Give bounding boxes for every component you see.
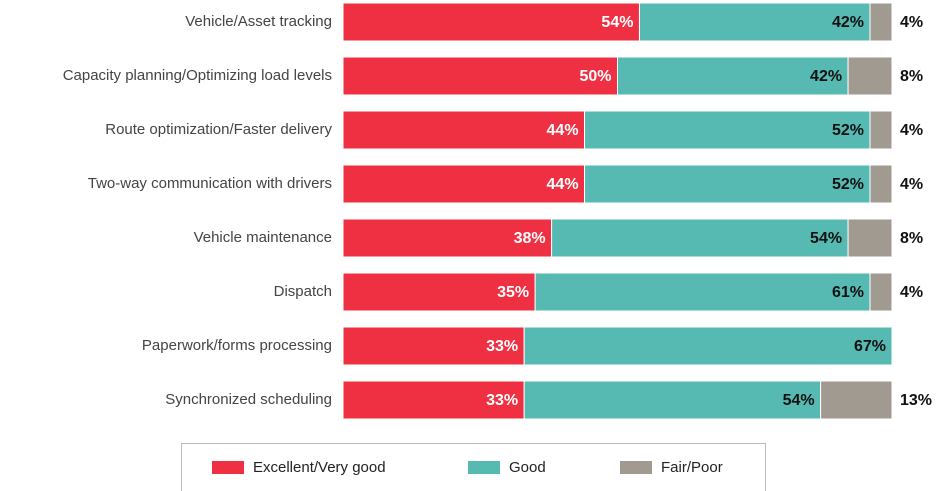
- bar-segment: [523, 380, 822, 420]
- category-label: Vehicle/Asset tracking: [185, 13, 332, 30]
- bar-segment: [869, 110, 893, 150]
- category-label: Route optimization/Faster delivery: [105, 121, 332, 138]
- category-label: Synchronized scheduling: [165, 391, 332, 408]
- bar-segment: [584, 164, 871, 204]
- bar-segment: [342, 110, 586, 150]
- value-label: 8%: [900, 230, 923, 247]
- category-label: Paperwork/forms processing: [142, 337, 332, 354]
- bar-segment: [869, 164, 893, 204]
- legend-label: Excellent/Very good: [253, 459, 386, 476]
- value-label: 13%: [900, 392, 932, 409]
- legend-box: [181, 443, 766, 491]
- value-label: 4%: [900, 122, 923, 139]
- legend-swatch: [468, 461, 500, 474]
- value-label: 4%: [900, 284, 923, 301]
- category-label: Two-way communication with drivers: [88, 175, 332, 192]
- value-label: 54%: [601, 14, 633, 31]
- legend-label: Good: [509, 459, 546, 476]
- bar-segment: [534, 272, 871, 312]
- legend-swatch: [212, 461, 244, 474]
- bar-segment: [869, 272, 893, 312]
- bar-segment: [617, 56, 849, 96]
- value-label: 54%: [783, 392, 815, 409]
- value-label: 33%: [486, 392, 518, 409]
- value-label: 44%: [547, 122, 579, 139]
- bar-segment: [869, 2, 893, 42]
- legend-swatch: [620, 461, 652, 474]
- value-label: 8%: [900, 68, 923, 85]
- value-label: 42%: [832, 14, 864, 31]
- value-label: 50%: [579, 68, 611, 85]
- bar-segment: [847, 218, 893, 258]
- bar-segment: [820, 380, 893, 420]
- value-label: 67%: [854, 338, 886, 355]
- bar-segment: [342, 2, 640, 42]
- bar-segment: [551, 218, 849, 258]
- bar-segment: [584, 110, 871, 150]
- value-label: 54%: [810, 230, 842, 247]
- value-label: 4%: [900, 14, 923, 31]
- value-label: 52%: [832, 176, 864, 193]
- bar-segment: [342, 272, 536, 312]
- legend-label: Fair/Poor: [661, 459, 723, 476]
- category-label: Vehicle maintenance: [194, 229, 332, 246]
- value-label: 33%: [486, 338, 518, 355]
- value-label: 52%: [832, 122, 864, 139]
- value-label: 61%: [832, 284, 864, 301]
- value-label: 38%: [514, 230, 546, 247]
- category-label: Capacity planning/Optimizing load levels: [63, 67, 332, 84]
- bar-segment: [523, 326, 893, 366]
- value-label: 4%: [900, 176, 923, 193]
- value-label: 35%: [497, 284, 529, 301]
- bar-segment: [342, 56, 618, 96]
- category-label: Dispatch: [274, 283, 332, 300]
- value-label: 42%: [810, 68, 842, 85]
- value-label: 44%: [547, 176, 579, 193]
- bar-segment: [847, 56, 893, 96]
